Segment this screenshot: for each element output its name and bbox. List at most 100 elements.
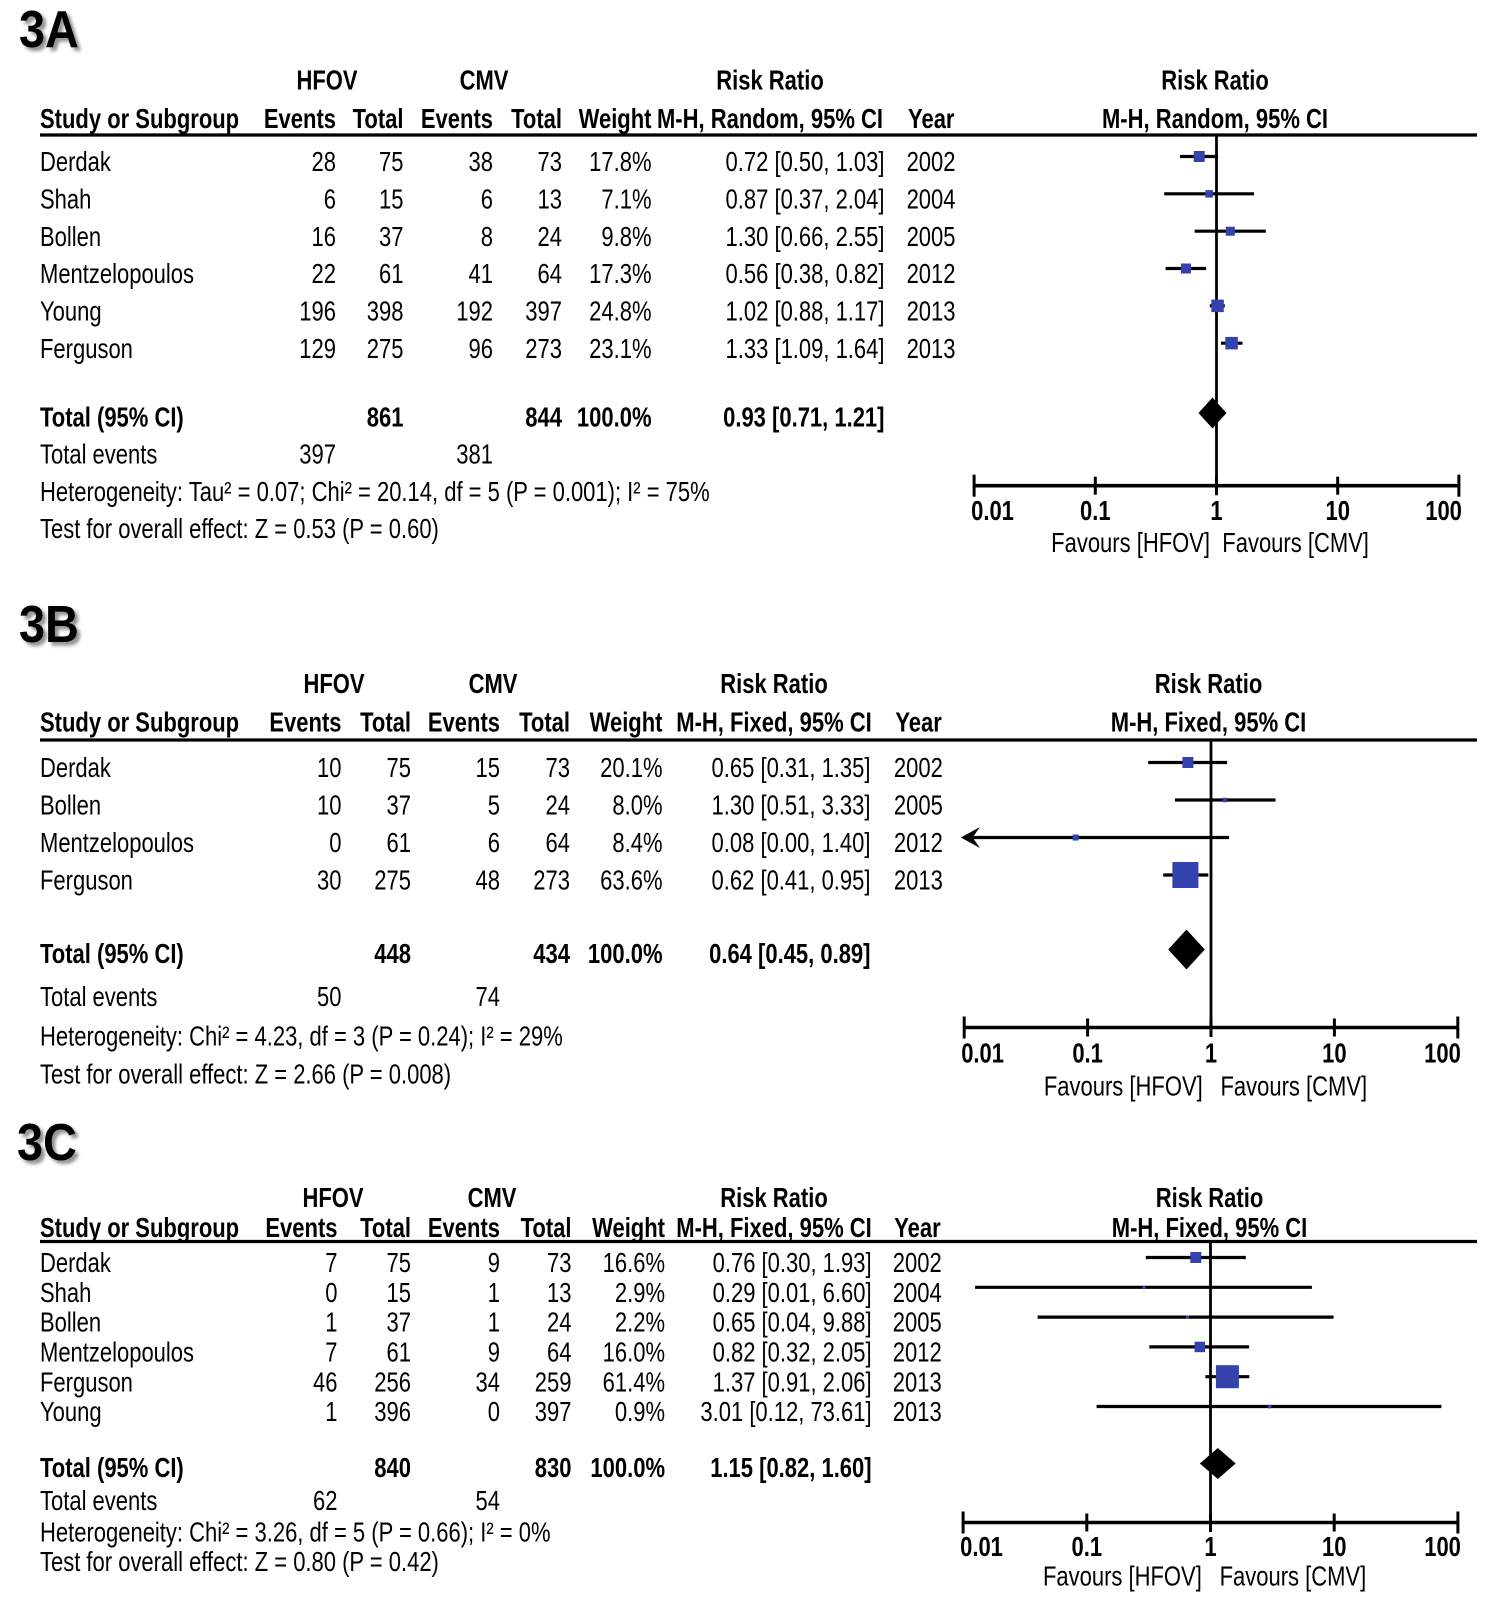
svg-text:2.9%: 2.9% xyxy=(615,1278,665,1309)
svg-text:7: 7 xyxy=(325,1248,337,1279)
svg-text:0.72 [0.50, 1.03]: 0.72 [0.50, 1.03] xyxy=(726,147,885,178)
svg-text:75: 75 xyxy=(379,147,403,178)
svg-text:3A: 3A xyxy=(19,1,79,59)
svg-text:100.0%: 100.0% xyxy=(590,1453,665,1484)
svg-text:Favours [CMV]: Favours [CMV] xyxy=(1220,1561,1367,1592)
svg-text:22: 22 xyxy=(312,259,336,290)
svg-text:840: 840 xyxy=(374,1453,411,1484)
svg-text:Total events: Total events xyxy=(40,439,157,470)
svg-text:2012: 2012 xyxy=(894,828,943,859)
svg-text:10: 10 xyxy=(1325,496,1349,527)
svg-text:96: 96 xyxy=(469,334,493,365)
svg-text:37: 37 xyxy=(387,1307,411,1338)
svg-text:2.2%: 2.2% xyxy=(615,1307,665,1338)
svg-text:24.8%: 24.8% xyxy=(589,296,651,327)
svg-text:273: 273 xyxy=(533,865,570,896)
svg-text:Study or Subgroup: Study or Subgroup xyxy=(40,707,239,738)
svg-text:0.76 [0.30, 1.93]: 0.76 [0.30, 1.93] xyxy=(713,1248,872,1279)
svg-text:830: 830 xyxy=(535,1453,572,1484)
svg-text:Events: Events xyxy=(269,707,341,738)
svg-text:54: 54 xyxy=(476,1486,501,1517)
svg-text:3C: 3C xyxy=(21,1117,81,1175)
svg-text:1: 1 xyxy=(488,1278,500,1309)
svg-text:0.56 [0.38, 0.82]: 0.56 [0.38, 0.82] xyxy=(726,259,885,290)
svg-text:2004: 2004 xyxy=(907,184,956,215)
svg-text:381: 381 xyxy=(456,439,493,470)
svg-text:7.1%: 7.1% xyxy=(601,184,651,215)
svg-text:259: 259 xyxy=(535,1367,572,1398)
svg-text:Total (95% CI): Total (95% CI) xyxy=(40,1453,184,1484)
svg-text:61: 61 xyxy=(387,828,411,859)
svg-text:Favours [CMV]: Favours [CMV] xyxy=(1222,528,1369,559)
svg-text:8: 8 xyxy=(481,222,493,253)
svg-text:10: 10 xyxy=(317,753,341,784)
svg-text:1.02 [0.88, 1.17]: 1.02 [0.88, 1.17] xyxy=(726,296,885,327)
svg-text:64: 64 xyxy=(547,1337,572,1368)
svg-text:Study or Subgroup: Study or Subgroup xyxy=(40,104,239,135)
svg-text:0.93 [0.71, 1.21]: 0.93 [0.71, 1.21] xyxy=(723,402,884,433)
svg-text:Total: Total xyxy=(519,707,570,738)
svg-text:Shah: Shah xyxy=(40,1278,91,1309)
svg-text:Risk Ratio: Risk Ratio xyxy=(1161,65,1269,96)
svg-text:Heterogeneity: Chi² = 3.26, df: Heterogeneity: Chi² = 3.26, df = 5 (P = … xyxy=(40,1517,551,1548)
svg-text:Derdak: Derdak xyxy=(40,147,111,178)
svg-text:0.64 [0.45, 0.89]: 0.64 [0.45, 0.89] xyxy=(709,939,870,970)
svg-text:50: 50 xyxy=(317,982,341,1013)
svg-text:46: 46 xyxy=(313,1367,337,1398)
svg-text:Young: Young xyxy=(40,296,102,327)
svg-text:100.0%: 100.0% xyxy=(577,402,652,433)
svg-text:64: 64 xyxy=(546,828,571,859)
svg-text:23.1%: 23.1% xyxy=(589,334,651,365)
svg-text:Ferguson: Ferguson xyxy=(40,1367,133,1398)
svg-text:0.01: 0.01 xyxy=(960,1532,1003,1563)
svg-text:75: 75 xyxy=(387,753,411,784)
svg-text:2002: 2002 xyxy=(893,1248,942,1279)
svg-text:Year: Year xyxy=(908,104,955,135)
svg-text:100: 100 xyxy=(1424,1038,1461,1069)
svg-text:192: 192 xyxy=(456,296,493,327)
svg-text:2005: 2005 xyxy=(894,790,943,821)
svg-text:2013: 2013 xyxy=(907,296,956,327)
svg-text:Risk Ratio: Risk Ratio xyxy=(1156,1183,1264,1214)
svg-text:2005: 2005 xyxy=(907,222,956,253)
svg-text:74: 74 xyxy=(476,982,501,1013)
svg-text:129: 129 xyxy=(299,334,336,365)
svg-text:37: 37 xyxy=(387,790,411,821)
svg-text:Total events: Total events xyxy=(40,982,157,1013)
svg-text:Events: Events xyxy=(428,1213,500,1244)
svg-text:Risk Ratio: Risk Ratio xyxy=(720,669,828,700)
svg-text:398: 398 xyxy=(367,296,404,327)
svg-text:3B: 3B xyxy=(19,596,79,654)
svg-text:HFOV: HFOV xyxy=(296,65,357,96)
svg-text:20.1%: 20.1% xyxy=(600,753,662,784)
svg-text:1: 1 xyxy=(1210,496,1222,527)
svg-text:3.01 [0.12, 73.61]: 3.01 [0.12, 73.61] xyxy=(700,1397,871,1428)
svg-text:Total: Total xyxy=(360,707,411,738)
svg-text:0.08 [0.00, 1.40]: 0.08 [0.00, 1.40] xyxy=(712,828,871,859)
svg-text:397: 397 xyxy=(535,1397,572,1428)
svg-text:100.0%: 100.0% xyxy=(588,939,663,970)
svg-text:396: 396 xyxy=(374,1397,411,1428)
svg-text:15: 15 xyxy=(379,184,403,215)
svg-text:2002: 2002 xyxy=(907,147,956,178)
svg-text:61: 61 xyxy=(387,1337,411,1368)
svg-text:2013: 2013 xyxy=(907,334,956,365)
svg-text:62: 62 xyxy=(313,1486,337,1517)
svg-text:3A: 3A xyxy=(23,4,83,62)
svg-text:2012: 2012 xyxy=(893,1337,942,1368)
svg-text:2002: 2002 xyxy=(894,753,943,784)
svg-text:397: 397 xyxy=(525,296,562,327)
svg-text:Ferguson: Ferguson xyxy=(40,865,133,896)
svg-text:2013: 2013 xyxy=(894,865,943,896)
svg-text:1.37 [0.91, 2.06]: 1.37 [0.91, 2.06] xyxy=(713,1367,872,1398)
svg-text:Events: Events xyxy=(428,707,500,738)
svg-text:Heterogeneity: Chi² = 4.23, df: Heterogeneity: Chi² = 4.23, df = 3 (P = … xyxy=(40,1021,563,1052)
svg-text:Favours [HFOV]: Favours [HFOV] xyxy=(1044,1071,1203,1102)
svg-text:24: 24 xyxy=(546,790,571,821)
svg-text:273: 273 xyxy=(525,334,562,365)
svg-text:0.65 [0.31, 1.35]: 0.65 [0.31, 1.35] xyxy=(712,753,871,784)
svg-text:Weight: Weight xyxy=(579,104,652,135)
svg-text:CMV: CMV xyxy=(460,65,509,96)
svg-text:73: 73 xyxy=(538,147,562,178)
svg-text:Risk Ratio: Risk Ratio xyxy=(716,65,824,96)
